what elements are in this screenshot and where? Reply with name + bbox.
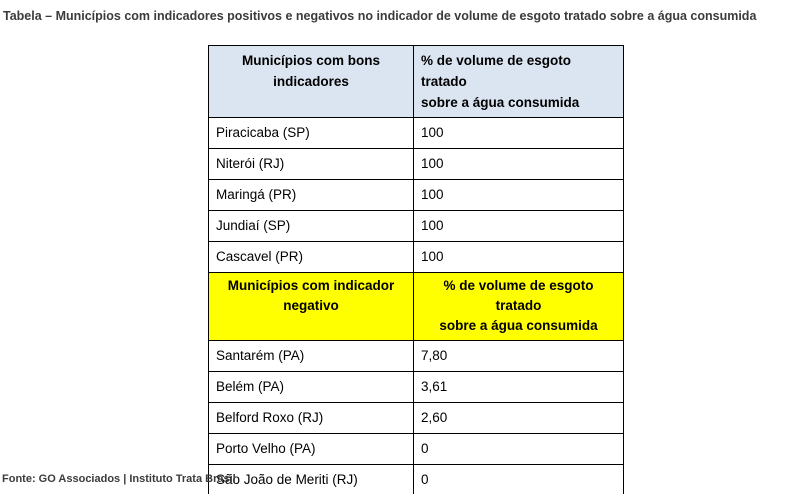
table-row: Belém (PA) 3,61 [208, 371, 624, 403]
municipality-cell: Porto Velho (PA) [208, 433, 414, 465]
page-title: Tabela – Municípios com indicadores posi… [3, 9, 757, 23]
value-cell: 100 [413, 117, 624, 149]
value-cell: 0 [413, 433, 624, 465]
table-row: São João de Meriti (RJ) 0 [208, 464, 624, 494]
table-row: Santarém (PA) 7,80 [208, 340, 624, 372]
positive-header-municipalities: Municípios com bons indicadores [208, 45, 414, 118]
municipality-cell: Maringá (PR) [208, 179, 414, 211]
table-row: Belford Roxo (RJ) 2,60 [208, 402, 624, 434]
value-cell: 0 [413, 464, 624, 494]
source-citation: Fonte: GO Associados | Instituto Trata B… [2, 473, 236, 485]
municipality-cell: Belford Roxo (RJ) [208, 402, 414, 434]
value-cell: 3,61 [413, 371, 624, 403]
value-cell: 100 [413, 241, 624, 273]
positive-header-value: % de volume de esgoto tratado sobre a ág… [413, 45, 624, 118]
value-cell: 100 [413, 148, 624, 180]
table-row: Cascavel (PR) 100 [208, 241, 624, 273]
table-row: Jundiaí (SP) 100 [208, 210, 624, 242]
municipality-cell: Santarém (PA) [208, 340, 414, 372]
municipality-cell: Piracicaba (SP) [208, 117, 414, 149]
value-cell: 100 [413, 179, 624, 211]
indicator-table: Municípios com bons indicadores % de vol… [208, 45, 624, 494]
negative-header-municipalities: Municípios com indicador negativo [208, 272, 414, 341]
table-row: Piracicaba (SP) 100 [208, 117, 624, 149]
table-row: Niterói (RJ) 100 [208, 148, 624, 180]
negative-header-value: % de volume de esgoto tratado sobre a ág… [413, 272, 624, 341]
municipality-cell: São João de Meriti (RJ) [208, 464, 414, 494]
municipality-cell: Jundiaí (SP) [208, 210, 414, 242]
municipality-cell: Niterói (RJ) [208, 148, 414, 180]
value-cell: 2,60 [413, 402, 624, 434]
value-cell: 7,80 [413, 340, 624, 372]
table-row: Maringá (PR) 100 [208, 179, 624, 211]
municipality-cell: Belém (PA) [208, 371, 414, 403]
negative-header-row: Municípios com indicador negativo % de v… [208, 272, 624, 341]
table-row: Porto Velho (PA) 0 [208, 433, 624, 465]
value-cell: 100 [413, 210, 624, 242]
positive-header-row: Municípios com bons indicadores % de vol… [208, 45, 624, 118]
municipality-cell: Cascavel (PR) [208, 241, 414, 273]
